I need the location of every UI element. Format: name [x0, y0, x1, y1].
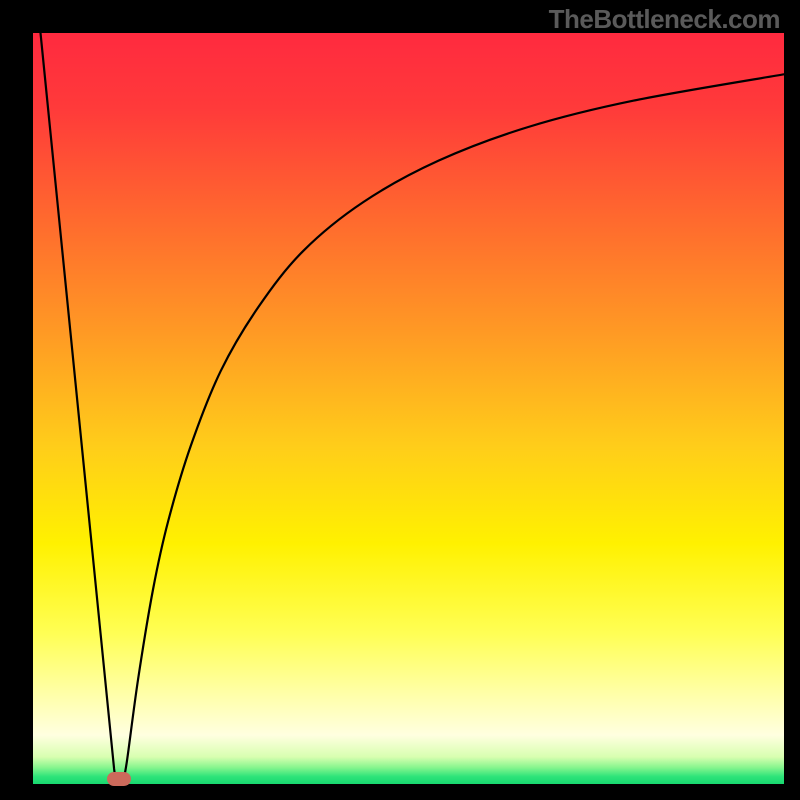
min-point-marker — [107, 772, 131, 786]
chart-curves — [33, 33, 784, 784]
watermark-text: TheBottleneck.com — [549, 4, 780, 35]
chart-frame: TheBottleneck.com — [0, 0, 800, 800]
curve-segment — [123, 74, 784, 780]
plot-area — [33, 33, 784, 784]
curve-segment — [41, 33, 116, 780]
